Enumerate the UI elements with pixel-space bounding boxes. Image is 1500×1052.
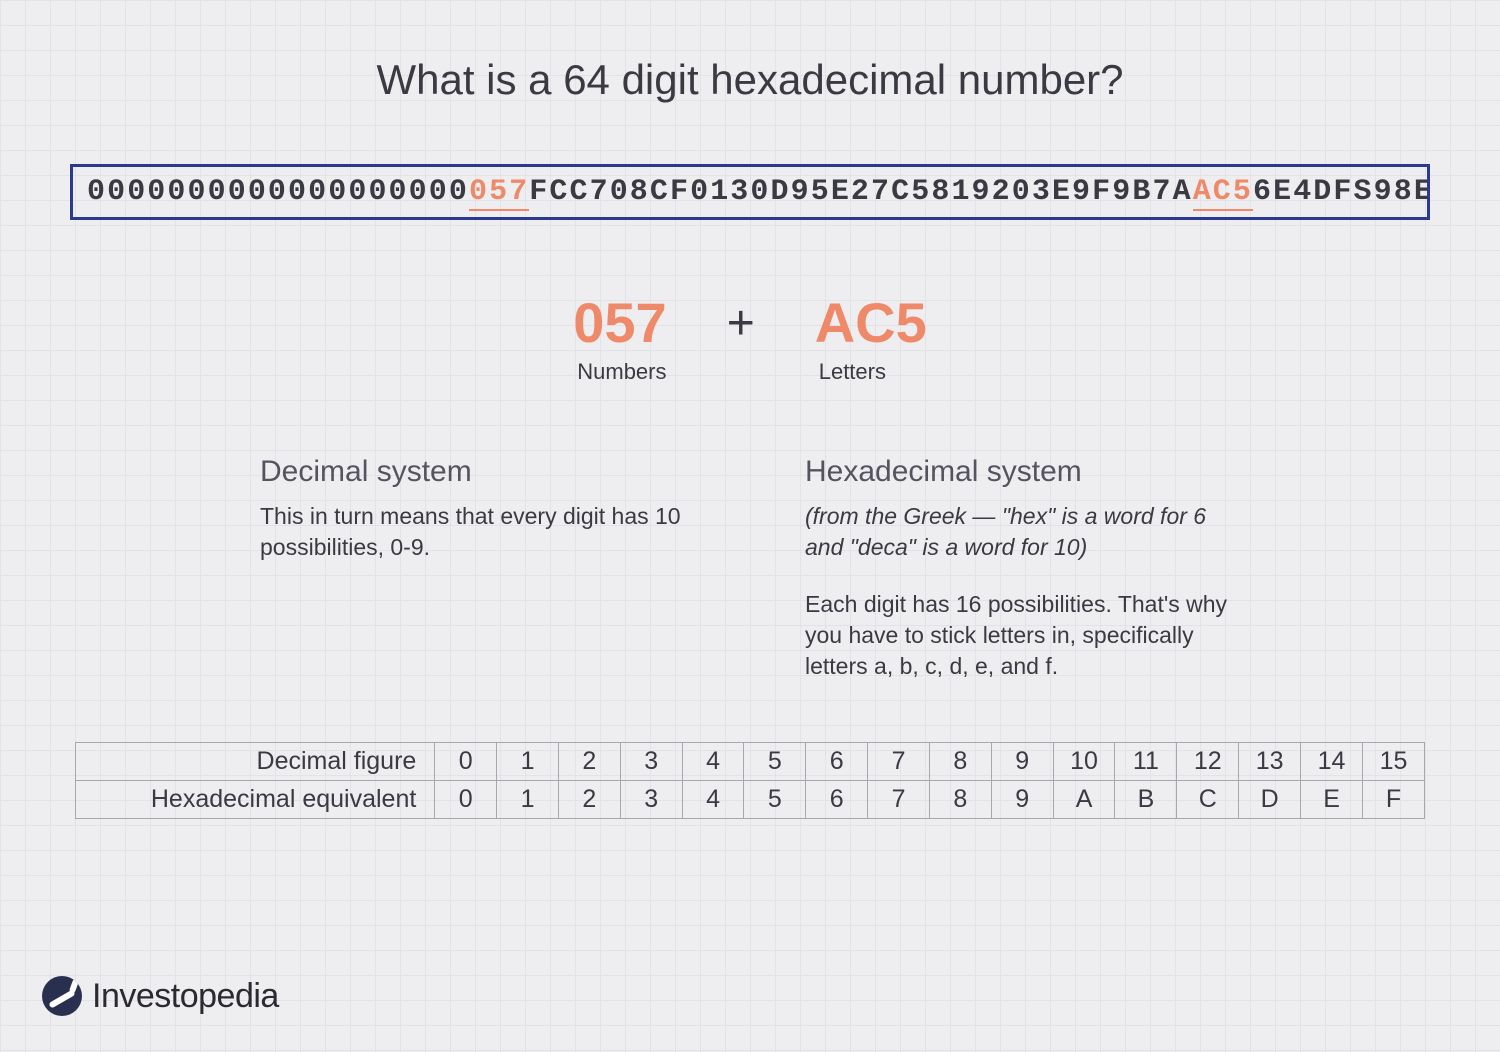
- table-cell: 1: [497, 781, 559, 819]
- systems-row: Decimal system This in turn means that e…: [70, 455, 1430, 682]
- hex-segment: FCC708CF0130D95E27C5819203E9F9B7A: [529, 175, 1192, 209]
- hex-title: Hexadecimal system: [805, 455, 1240, 489]
- plus-icon: +: [727, 296, 755, 351]
- table-row: Decimal figure0123456789101112131415: [76, 743, 1425, 781]
- table-cell: 12: [1177, 743, 1239, 781]
- conversion-table: Decimal figure0123456789101112131415 Hex…: [75, 742, 1425, 819]
- table-cell: F: [1362, 781, 1424, 819]
- example-row: 057 Numbers + AC5 Letters: [70, 290, 1430, 385]
- table-cell: 4: [682, 743, 744, 781]
- example-numbers-value: 057: [573, 290, 666, 355]
- table-cell: D: [1239, 781, 1301, 819]
- hex-segment: 6E4DFS98EE: [1253, 175, 1430, 209]
- table-row-label: Hexadecimal equivalent: [76, 781, 435, 819]
- hex-string-box: 0000000000000000000057FCC708CF0130D95E27…: [70, 164, 1430, 220]
- decimal-system: Decimal system This in turn means that e…: [260, 455, 695, 682]
- table-cell: 3: [620, 781, 682, 819]
- brand-name: Investopedia: [92, 977, 279, 1016]
- table-cell: 6: [806, 781, 868, 819]
- brand-mark-icon: [42, 976, 82, 1016]
- table-cell: 15: [1362, 743, 1424, 781]
- brand-logo: Investopedia: [42, 976, 279, 1016]
- table-cell: B: [1115, 781, 1177, 819]
- hex-etymology: (from the Greek — "hex" is a word for 6 …: [805, 503, 1206, 560]
- table-cell: C: [1177, 781, 1239, 819]
- table-cell: 8: [929, 743, 991, 781]
- table-cell: A: [1053, 781, 1115, 819]
- table-cell: 5: [744, 781, 806, 819]
- example-letters: AC5 Letters: [815, 290, 927, 385]
- table-cell: 10: [1053, 743, 1115, 781]
- table-cell: 1: [497, 743, 559, 781]
- hex-system: Hexadecimal system (from the Greek — "he…: [805, 455, 1240, 682]
- table-cell: E: [1301, 781, 1363, 819]
- table-cell: 9: [991, 781, 1053, 819]
- hex-body2: Each digit has 16 possibilities. That's …: [805, 589, 1240, 682]
- table-cell: 14: [1301, 743, 1363, 781]
- table-row: Hexadecimal equivalent0123456789ABCDEF: [76, 781, 1425, 819]
- table-cell: 2: [558, 781, 620, 819]
- example-letters-label: Letters: [815, 359, 927, 385]
- table-cell: 7: [868, 743, 930, 781]
- table-cell: 6: [806, 743, 868, 781]
- table-cell: 9: [991, 743, 1053, 781]
- hex-highlight: 057: [469, 175, 529, 211]
- table-cell: 5: [744, 743, 806, 781]
- table-cell: 3: [620, 743, 682, 781]
- table-cell: 8: [929, 781, 991, 819]
- example-letters-value: AC5: [815, 290, 927, 355]
- example-numbers: 057 Numbers: [573, 290, 666, 385]
- table-cell: 7: [868, 781, 930, 819]
- table-cell: 2: [558, 743, 620, 781]
- table-cell: 4: [682, 781, 744, 819]
- table-row-label: Decimal figure: [76, 743, 435, 781]
- decimal-body: This in turn means that every digit has …: [260, 501, 695, 563]
- table-cell: 0: [435, 781, 497, 819]
- page-title: What is a 64 digit hexadecimal number?: [70, 56, 1430, 104]
- hex-highlight: AC5: [1193, 175, 1253, 211]
- table-cell: 11: [1115, 743, 1177, 781]
- table-cell: 0: [435, 743, 497, 781]
- hex-segment: 0000000000000000000: [87, 175, 469, 209]
- table-cell: 13: [1239, 743, 1301, 781]
- decimal-title: Decimal system: [260, 455, 695, 489]
- example-numbers-label: Numbers: [573, 359, 666, 385]
- hex-body: (from the Greek — "hex" is a word for 6 …: [805, 501, 1240, 682]
